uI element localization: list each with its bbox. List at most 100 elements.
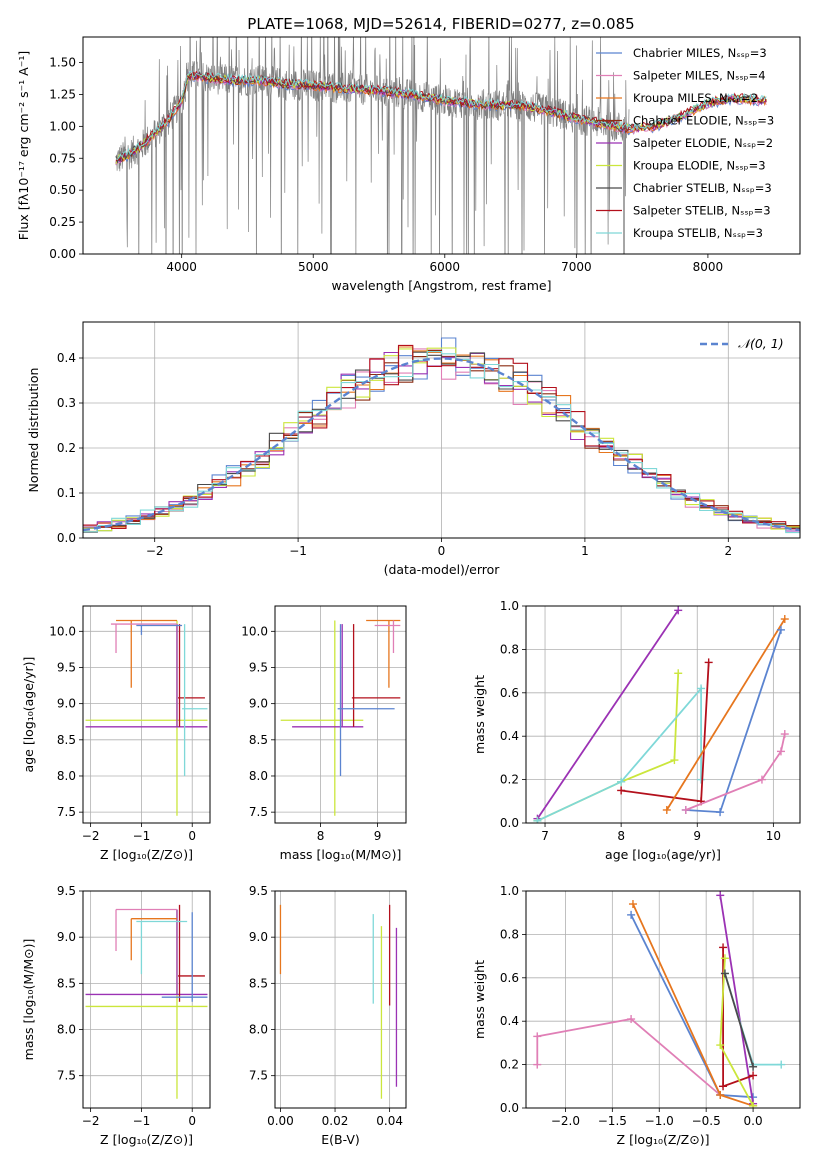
x-tick-label: 6000: [430, 260, 461, 274]
x-tick-label: 0.00: [267, 1114, 294, 1128]
plot-area: [279, 904, 398, 1099]
error-cross: [374, 620, 401, 654]
x-tick-label: 8: [317, 829, 325, 843]
plus-marker: [697, 684, 706, 693]
x-tick-label: −2: [146, 544, 164, 558]
x-axis-label: (data-model)/error: [384, 562, 501, 577]
plus-marker: [780, 615, 789, 624]
legend-label: Kroupa STELIB, Nₛₛₚ=3: [633, 226, 763, 240]
y-axis-label: mass weight: [472, 675, 487, 754]
plus-marker: [674, 669, 683, 678]
series-line-kroupa-stelib: [537, 686, 702, 822]
plus-marker: [719, 943, 728, 952]
histogram-salpeter-stelib: [83, 344, 800, 530]
error-cross: [337, 624, 395, 776]
gaussian-curve: [83, 357, 800, 532]
y-tick-label: 9.5: [57, 660, 76, 674]
plot-area: [85, 904, 208, 1099]
x-tick-label: 1: [581, 544, 589, 558]
x-axis-label: E(B-V): [321, 1132, 360, 1147]
y-tick-label: 9.0: [57, 930, 76, 944]
error-cross: [182, 624, 208, 776]
y-tick-label: 0.50: [49, 183, 76, 197]
y-tick-label: 9.5: [249, 884, 268, 898]
y-tick-label: 8.0: [249, 1023, 268, 1037]
error-cross: [161, 912, 208, 1002]
y-tick-label: 0.8: [500, 927, 519, 941]
model-line-salpeter-elodie: [115, 71, 767, 163]
x-tick-label: 9: [374, 829, 382, 843]
axes-frame: [82, 36, 801, 255]
y-tick-label: 0.25: [49, 215, 76, 229]
error-cross: [136, 920, 188, 975]
x-tick-label: 2: [724, 544, 732, 558]
plus-marker: [720, 969, 729, 978]
grid: [83, 606, 210, 823]
plus-marker: [627, 910, 636, 919]
series-line-salpeter-elodie: [719, 895, 754, 1104]
histogram-chabrier-stelib: [83, 351, 800, 533]
histogram-kroupa-elodie: [83, 347, 800, 532]
plus-marker: [627, 1015, 636, 1024]
panel-age-vs-Z: −2 −1 0 7.5 8.0 8.5 9.0 9.5 10.0 Z [log₁₀(Z/Z⊙)] a…: [21, 605, 211, 862]
plus-marker: [749, 1071, 758, 1080]
y-tick-label: 0.4: [500, 1014, 519, 1028]
panel-residuals: −2 −1 0 1 2 0.0 0.1 0.2 0.3 0.4 (data-model)/error…: [26, 321, 801, 577]
error-cross: [366, 619, 401, 688]
y-tick-label: 8.5: [249, 733, 268, 747]
plus-marker: [716, 808, 725, 817]
plus-marker: [776, 747, 785, 756]
y-tick-label: 0.8: [500, 642, 519, 656]
series-line-chabrier-stelib: [724, 973, 754, 1068]
plus-marker: [776, 625, 785, 634]
plus-marker: [533, 1060, 542, 1069]
plus-marker: [628, 900, 637, 909]
legend-label: Salpeter ELODIE, Nₛₛₚ=2: [633, 136, 773, 150]
x-axis-label: age [log₁₀(age/yr)]: [605, 847, 721, 862]
x-tick-label: 5000: [298, 260, 329, 274]
y-axis-label: Normed distribution: [26, 368, 41, 493]
x-tick-label: 10: [766, 829, 781, 843]
axes-frame: [82, 321, 801, 539]
y-tick-label: 0.00: [49, 247, 76, 261]
plus-marker: [617, 786, 626, 795]
legend-label: Chabrier MILES, Nₛₛₚ=3: [633, 46, 767, 60]
histogram-kroupa-stelib: [83, 351, 800, 534]
y-tick-label: 1.0: [500, 599, 519, 613]
plus-marker: [704, 658, 713, 667]
y-tick-label: 7.5: [57, 1069, 76, 1083]
axes-frame: [82, 890, 211, 1109]
x-tick-label: −0.5: [692, 1114, 721, 1128]
legend-label: Kroupa MILES, Nₛₛₚ=2: [633, 91, 758, 105]
x-tick-label: 0.04: [376, 1114, 403, 1128]
x-axis-label: Z [log₁₀(Z/Z⊙)]: [100, 1132, 193, 1147]
panel-spectrum: 4000 5000 6000 7000 8000 0.00 0.25 0.50 0.75 1.00…: [16, 36, 801, 293]
x-tick-label: 0.0: [744, 1114, 763, 1128]
y-tick-label: 0.0: [500, 816, 519, 830]
plus-marker: [617, 777, 626, 786]
x-tick-label: 8: [617, 829, 625, 843]
plus-marker: [681, 805, 690, 814]
y-tick-label: 1.0: [500, 884, 519, 898]
legend-label: 𝒩(0, 1): [738, 336, 784, 351]
plus-marker: [533, 816, 542, 823]
x-tick-label: 0: [188, 829, 196, 843]
x-tick-label: 4000: [166, 260, 197, 274]
y-tick-label: 1.50: [49, 56, 76, 70]
plot-area: [533, 606, 789, 823]
y-tick-label: 8.5: [57, 976, 76, 990]
series-line-salpeter-miles: [685, 733, 786, 811]
legend-label: Salpeter STELIB, Nₛₛₚ=3: [633, 204, 771, 218]
axes-frame: [274, 605, 407, 824]
plot-area: [85, 619, 208, 816]
x-axis-label: wavelength [Angstrom, rest frame]: [331, 278, 551, 293]
y-tick-label: 0.1: [57, 486, 76, 500]
x-tick-label: −2: [82, 829, 100, 843]
plot-area: [280, 619, 401, 816]
series-line-salpeter-elodie: [536, 609, 679, 820]
plus-marker: [719, 1082, 728, 1091]
plus-marker: [716, 1041, 725, 1050]
y-tick-label: 8.0: [57, 769, 76, 783]
x-tick-label: −2: [82, 1114, 100, 1128]
axes-frame: [525, 890, 801, 1109]
